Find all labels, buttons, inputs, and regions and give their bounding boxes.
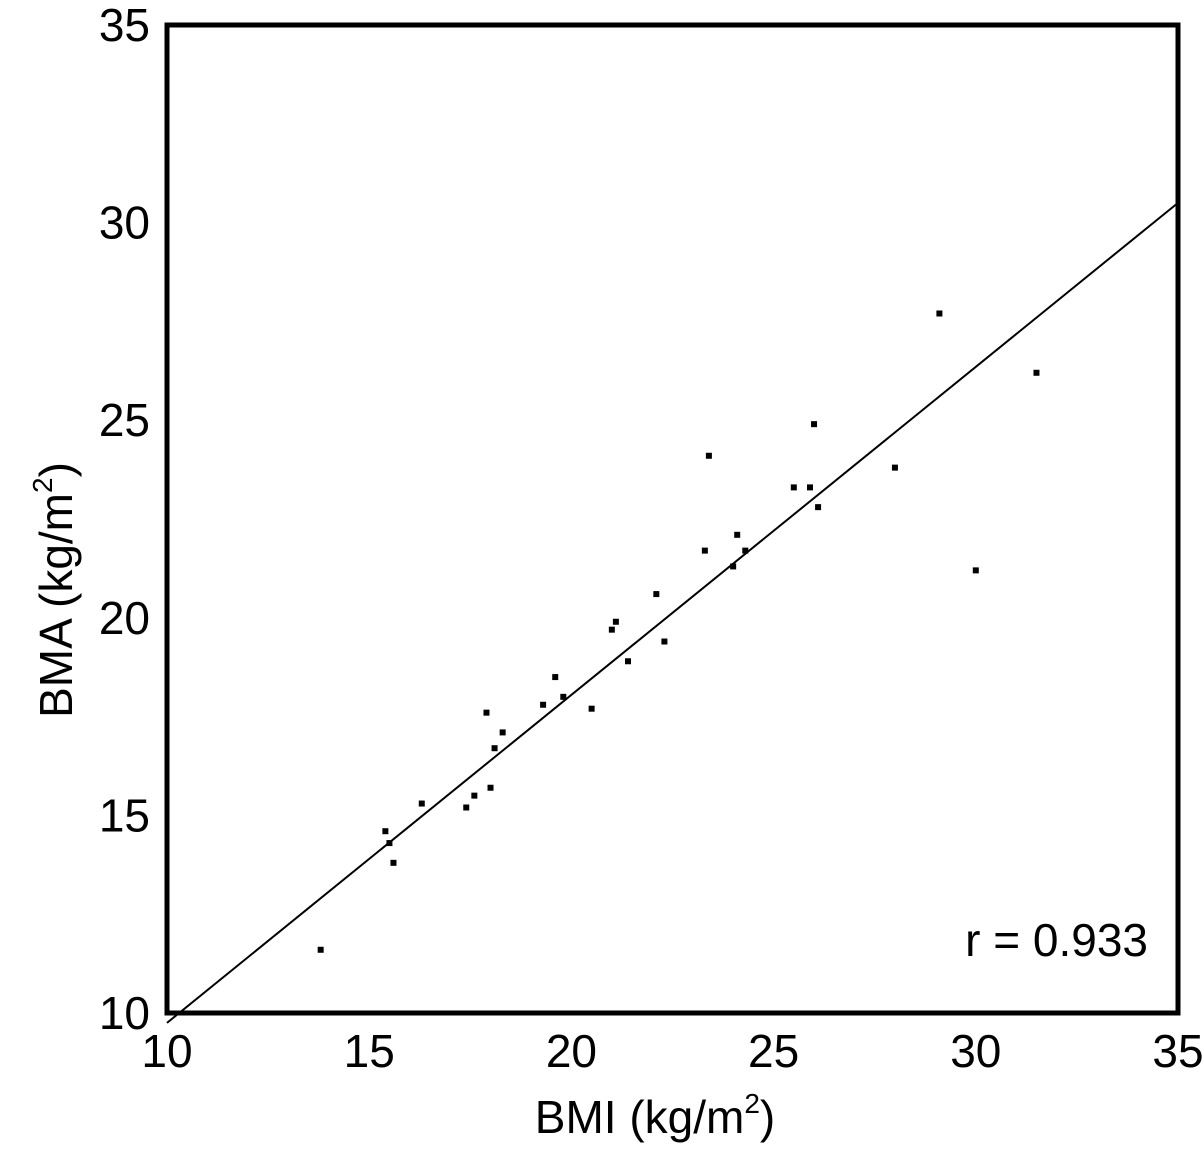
y-tick-label: 10 bbox=[99, 987, 150, 1039]
x-tick-label: 20 bbox=[546, 1025, 597, 1077]
y-axis-ticks: 10 15 20 25 30 35 bbox=[99, 0, 150, 1039]
data-point bbox=[499, 729, 506, 736]
y-axis-title: BMA (kg/m2) bbox=[27, 462, 82, 718]
data-point bbox=[661, 638, 668, 645]
data-point bbox=[487, 784, 494, 791]
x-tick-label: 15 bbox=[344, 1025, 395, 1077]
data-point bbox=[734, 531, 741, 538]
plot-frame bbox=[164, 22, 1181, 1016]
x-tick-label: 10 bbox=[141, 1025, 192, 1077]
data-point bbox=[382, 828, 389, 835]
data-point bbox=[972, 567, 979, 574]
data-point bbox=[560, 693, 567, 700]
y-tick-label: 15 bbox=[99, 789, 150, 841]
data-point bbox=[730, 563, 737, 570]
data-points bbox=[317, 310, 1040, 953]
data-point bbox=[811, 421, 818, 428]
data-point bbox=[390, 859, 397, 866]
y-tick-label: 20 bbox=[99, 592, 150, 644]
data-point bbox=[790, 484, 797, 491]
data-point bbox=[418, 800, 425, 807]
data-point bbox=[936, 310, 943, 317]
data-point bbox=[608, 626, 615, 633]
data-point bbox=[705, 452, 712, 459]
data-point bbox=[612, 618, 619, 625]
data-point bbox=[891, 464, 898, 471]
data-point bbox=[540, 701, 547, 708]
data-point bbox=[463, 804, 470, 811]
data-point bbox=[588, 705, 595, 712]
x-tick-label: 25 bbox=[748, 1025, 799, 1077]
data-point bbox=[815, 504, 822, 511]
y-tick-label: 30 bbox=[99, 197, 150, 249]
x-tick-label: 30 bbox=[950, 1025, 1001, 1077]
x-axis-title: BMI (kg/m2) bbox=[535, 1088, 775, 1143]
data-point bbox=[483, 709, 490, 716]
data-point bbox=[742, 547, 749, 554]
y-tick-label: 35 bbox=[99, 0, 150, 51]
regression-line bbox=[166, 202, 1179, 1024]
data-point bbox=[653, 591, 660, 598]
x-tick-label: 35 bbox=[1152, 1025, 1203, 1077]
data-point bbox=[625, 658, 632, 665]
data-point bbox=[471, 792, 478, 799]
data-point bbox=[491, 745, 498, 752]
data-point bbox=[317, 946, 324, 953]
data-point bbox=[701, 547, 708, 554]
y-tick-label: 25 bbox=[99, 394, 150, 446]
correlation-annotation: r = 0.933 bbox=[965, 914, 1148, 966]
data-point bbox=[386, 840, 393, 847]
x-axis-ticks: 10 15 20 25 30 35 bbox=[141, 1025, 1203, 1077]
data-point bbox=[1033, 369, 1040, 376]
data-point bbox=[806, 484, 813, 491]
data-point bbox=[552, 674, 559, 681]
